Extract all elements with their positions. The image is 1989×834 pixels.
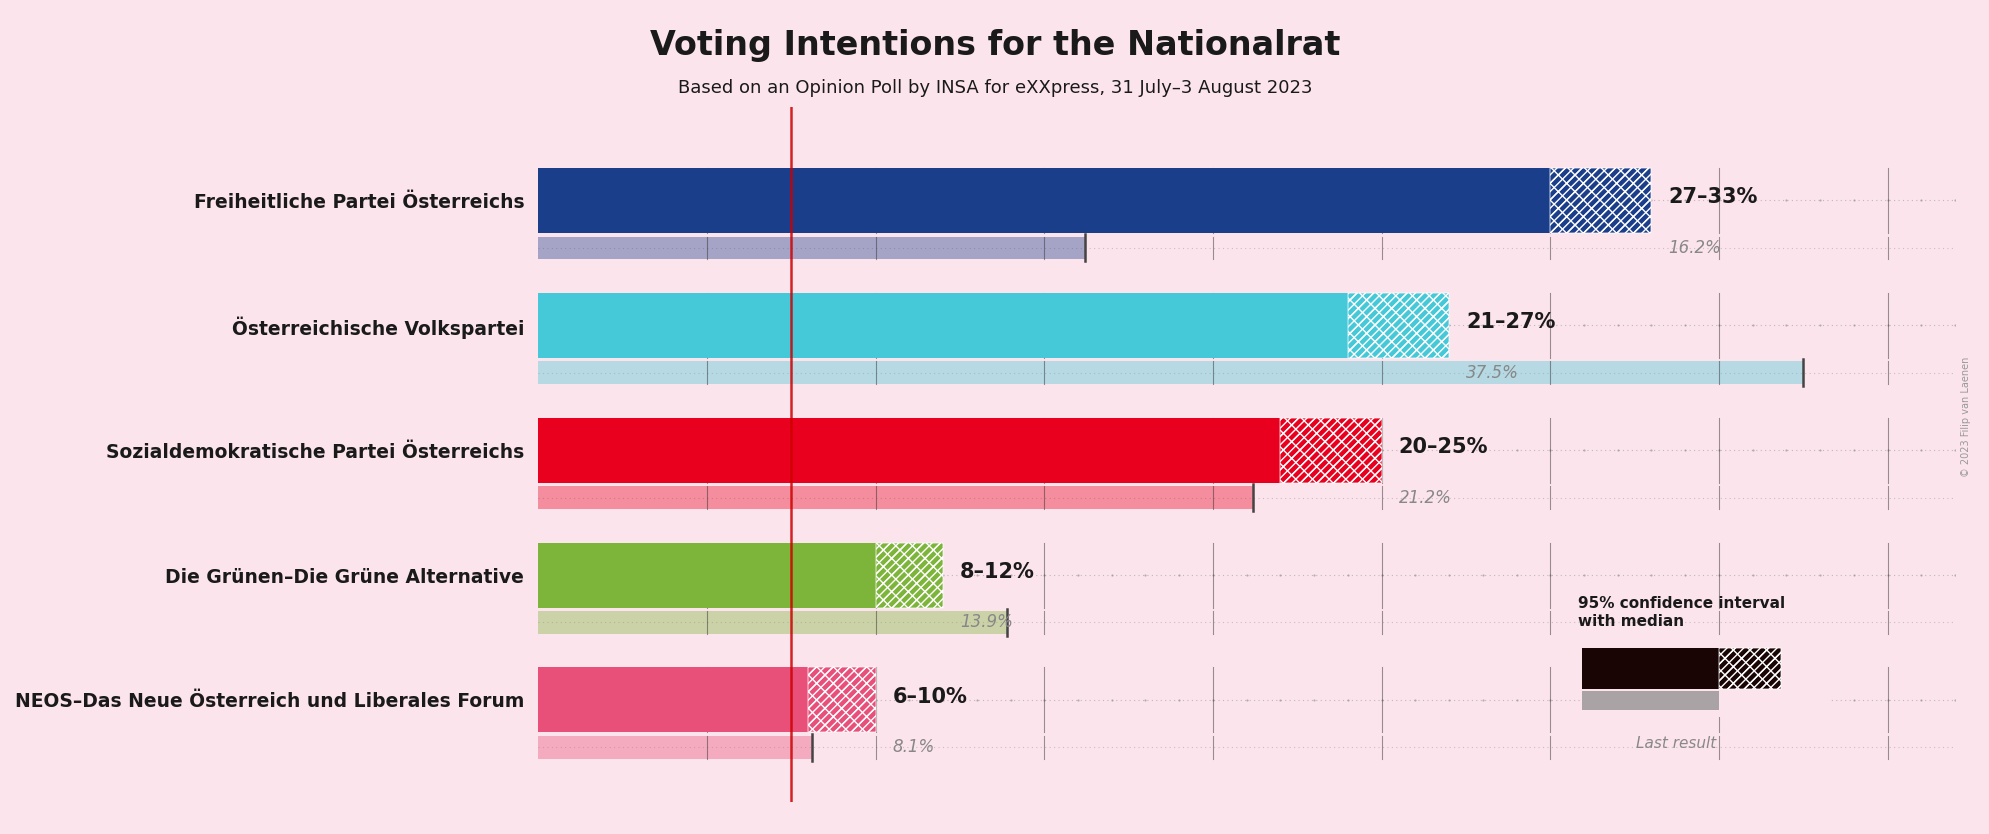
Text: 6–10%: 6–10% [891, 686, 967, 706]
Text: 8.1%: 8.1% [891, 738, 935, 756]
Text: 21–27%: 21–27% [1466, 312, 1555, 332]
Text: 8–12%: 8–12% [959, 562, 1034, 582]
Bar [537, 418, 1279, 483]
Bar [537, 486, 1253, 509]
Text: Last result: Last result [1635, 736, 1717, 751]
Bar [1581, 648, 1718, 689]
Text: 21.2%: 21.2% [1398, 489, 1450, 506]
Bar [537, 237, 1084, 259]
Bar [1347, 293, 1448, 358]
Bar [1581, 691, 1718, 710]
Bar [1347, 293, 1448, 358]
Bar [875, 543, 943, 607]
Bar [537, 611, 1006, 634]
Bar [1549, 168, 1651, 233]
Bar [537, 543, 875, 607]
Text: 37.5%: 37.5% [1466, 364, 1518, 382]
Bar [537, 293, 1347, 358]
Bar [808, 667, 875, 732]
Bar [1718, 648, 1780, 689]
Bar [537, 168, 1549, 233]
Bar [875, 543, 943, 607]
Text: Based on an Opinion Poll by INSA for eXXpress, 31 July–3 August 2023: Based on an Opinion Poll by INSA for eXX… [678, 79, 1311, 98]
Text: 27–33%: 27–33% [1667, 187, 1756, 207]
Bar [1549, 168, 1651, 233]
Bar [1718, 648, 1780, 689]
Text: 20–25%: 20–25% [1398, 437, 1488, 457]
Bar [537, 361, 1802, 384]
Text: 95% confidence interval
with median: 95% confidence interval with median [1577, 596, 1784, 629]
Bar [808, 667, 875, 732]
Bar [1279, 418, 1380, 483]
Text: © 2023 Filip van Laenen: © 2023 Filip van Laenen [1959, 357, 1971, 477]
Text: 16.2%: 16.2% [1667, 239, 1720, 257]
Bar [1279, 418, 1380, 483]
Text: 13.9%: 13.9% [959, 614, 1012, 631]
Text: Voting Intentions for the Nationalrat: Voting Intentions for the Nationalrat [650, 29, 1339, 63]
Bar [537, 736, 812, 759]
Bar [537, 667, 808, 732]
